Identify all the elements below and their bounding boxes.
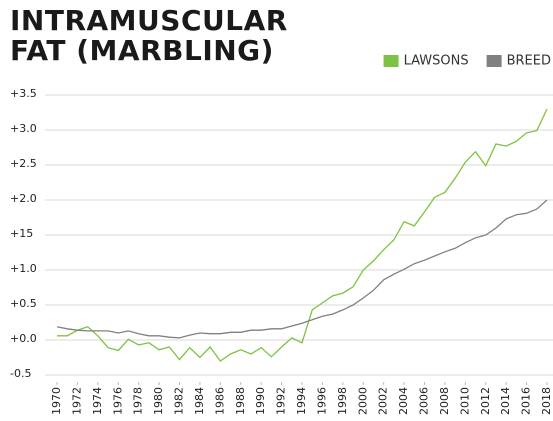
x-tick-label: 1984: [193, 387, 206, 415]
legend-swatch: [383, 55, 399, 67]
y-tick-label: -0.5: [10, 367, 31, 380]
series-line: [57, 108, 548, 362]
x-tick-label: 1976: [111, 387, 124, 415]
y-tick-label: +0.5: [10, 297, 37, 310]
x-tick-label: 1980: [152, 387, 165, 415]
x-tick-label: 1974: [91, 387, 104, 415]
x-tick-label: 1992: [275, 387, 288, 415]
x-tick-label: 1982: [173, 387, 186, 415]
x-tick-label: 1988: [234, 387, 247, 415]
x-tick-label: 2014: [499, 387, 512, 415]
x-tick-label: 1970: [50, 387, 63, 415]
x-tick-label: 2012: [479, 387, 492, 415]
x-tick-label: 2008: [438, 387, 451, 415]
y-tick-label: +1.0: [10, 262, 37, 275]
x-tick-label: 1994: [295, 387, 308, 415]
x-tick-label: 2006: [418, 387, 431, 415]
x-tick-label: 2002: [377, 387, 390, 415]
y-tick-label: +2.5: [10, 157, 37, 170]
y-tick-label: +0.0: [10, 332, 37, 345]
chart-title: INTRAMUSCULAR FAT (MARBLING): [10, 4, 288, 67]
legend-swatch: [486, 55, 502, 67]
y-tick-label: +2.0: [10, 192, 37, 205]
x-tick-label: 1996: [315, 387, 328, 415]
x-tick-label: 1986: [213, 387, 226, 415]
x-tick-label: 1990: [254, 387, 267, 415]
y-tick-label: +3.5: [10, 87, 37, 100]
legend-label: LAWSONS: [404, 54, 469, 69]
series-line: [56, 199, 548, 339]
x-tick-label: 2004: [397, 387, 410, 415]
x-tick-label: 2018: [540, 387, 553, 415]
x-tick-label: 1972: [70, 387, 83, 415]
y-tick-label: +15: [10, 227, 33, 240]
x-tick-label: 2000: [356, 387, 369, 415]
x-tick-label: 1978: [132, 387, 145, 415]
legend-label: BREED: [507, 54, 551, 69]
x-tick-label: 2016: [520, 387, 533, 415]
x-tick-label: 2010: [458, 387, 471, 415]
x-tick-label: 1998: [336, 387, 349, 415]
y-tick-label: +3.0: [10, 122, 37, 135]
